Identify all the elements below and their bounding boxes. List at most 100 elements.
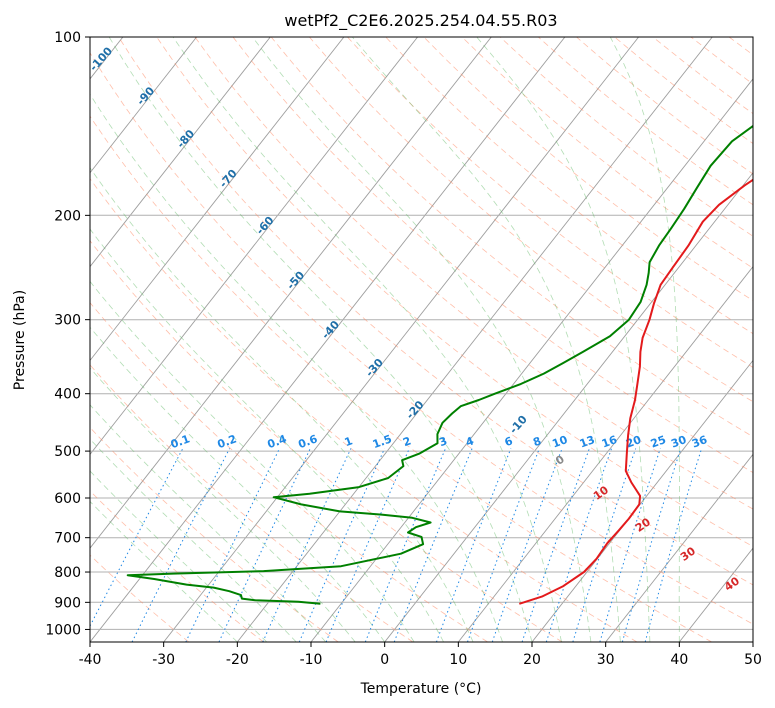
y-tick-label: 400	[54, 387, 81, 403]
y-tick-label: 300	[54, 313, 81, 329]
mixing-ratio-label: 20	[624, 433, 643, 451]
dry-adiabat	[309, 37, 753, 403]
dry-adiabat	[118, 37, 753, 586]
x-tick-label: 40	[670, 652, 688, 668]
temperature-profile	[518, 178, 753, 605]
x-tick-label: -30	[152, 652, 175, 668]
dry-adiabat	[90, 302, 488, 642]
x-tick-label: 20	[523, 652, 541, 668]
moist-adiabat	[90, 438, 297, 642]
y-tick-label: 500	[54, 444, 81, 460]
moist-adiabat	[90, 280, 415, 642]
background-lines	[90, 37, 753, 642]
mixing-ratio-label: 6	[503, 434, 515, 449]
x-tick-label: -40	[79, 652, 102, 668]
isotherm	[457, 265, 753, 642]
isotherm	[90, 37, 197, 174]
dry-adiabat	[90, 115, 712, 642]
y-tick-label: 1000	[45, 622, 81, 638]
chart-title: wetPf2_C2E6.2025.254.04.55.R03	[284, 11, 557, 31]
mixing-ratio-label: 1	[343, 434, 355, 449]
mixing-ratio-line	[131, 448, 231, 642]
mixing-ratio-label: 36	[690, 433, 709, 451]
mixing-ratio-line	[521, 448, 590, 642]
y-axis-title: Pressure (hPa)	[12, 290, 28, 390]
mixing-ratio-label: 0.2	[216, 432, 239, 451]
y-tick-label: 900	[54, 595, 81, 611]
y-tick-label: 100	[54, 30, 81, 46]
y-tick-label: 600	[54, 491, 81, 507]
moist-adiabat	[172, 37, 562, 642]
mixing-ratio-label: 1.5	[371, 432, 394, 451]
moist-adiabat	[351, 37, 621, 642]
mixing-ratio-label: 8	[531, 434, 543, 449]
mixing-ratio-label: 13	[578, 433, 597, 450]
y-axis: 100 200 300 400 500 600 700 800 900 1000	[45, 30, 90, 638]
profile-lines	[126, 124, 753, 605]
moist-adiabat	[609, 37, 680, 642]
moist-adiabat	[90, 326, 386, 642]
moist-adiabat	[90, 500, 238, 642]
mixing-ratio-label: 10	[550, 433, 569, 451]
dry-adiabat	[90, 554, 190, 642]
dry-adiabat	[194, 37, 753, 510]
dewpoint-profile	[126, 124, 753, 605]
mixing-ratio-label: 2	[401, 434, 413, 449]
mixing-ratio-line	[599, 448, 661, 642]
dry-adiabat	[90, 52, 753, 625]
mixing-ratio-label: 3	[437, 434, 449, 449]
moist-adiabat	[90, 93, 503, 642]
dry-adiabat	[90, 364, 414, 642]
mixing-ratio-line	[621, 448, 682, 642]
moist-adiabat	[252, 37, 592, 642]
moist-adiabat	[476, 37, 651, 642]
y-tick-label: 200	[54, 208, 81, 224]
moist-adiabat	[90, 367, 356, 642]
isotherm	[236, 37, 713, 642]
mixing-ratio-label: 0.6	[296, 432, 319, 451]
plot-frame	[89, 36, 754, 643]
dry-adiabat	[423, 37, 753, 302]
y-tick-label: 800	[54, 565, 81, 581]
isotherm	[531, 359, 753, 642]
dry-adiabat	[270, 37, 753, 438]
x-tick-label: -10	[300, 652, 323, 668]
mixing-ratio-line	[298, 448, 386, 642]
moist-adiabat	[90, 470, 268, 642]
mixing-ratio-line	[262, 448, 352, 642]
mixing-ratio-label: 16	[600, 433, 619, 451]
mixing-ratio-label: 0.1	[169, 432, 192, 451]
moist-adiabat	[90, 228, 444, 642]
mixing-ratio-label: 30	[669, 433, 688, 451]
dry-adiabat	[90, 177, 638, 642]
moist-adiabat	[90, 404, 327, 642]
isotherm	[90, 37, 271, 268]
isotherm	[605, 453, 753, 642]
dry-adiabat	[232, 37, 753, 474]
y-tick-label: 700	[54, 531, 81, 547]
dry-adiabat	[156, 37, 753, 548]
moist-adiabat	[90, 167, 474, 642]
isotherm	[90, 37, 418, 456]
mixing-ratio-label: 0.4	[266, 432, 289, 451]
isotherm	[384, 172, 753, 642]
mixing-ratio-label: 4	[464, 434, 476, 449]
x-tick-label: 10	[449, 652, 467, 668]
x-axis-title: Temperature (°C)	[360, 681, 482, 697]
isotherm	[310, 78, 753, 642]
isotherm	[90, 37, 492, 549]
mixing-ratio-line	[491, 448, 563, 642]
isotherm	[90, 37, 566, 642]
dry-adiabat	[90, 240, 563, 642]
moist-adiabat	[108, 37, 533, 642]
x-tick-label: 30	[597, 652, 615, 668]
x-tick-label: 0	[380, 652, 389, 668]
x-tick-label: -20	[226, 652, 249, 668]
x-axis: -40 -30 -20 -10 0 10 20 30 40 50	[79, 642, 762, 668]
mixing-ratio-line	[644, 448, 703, 642]
x-tick-label: 50	[744, 652, 762, 668]
isotherm	[90, 37, 345, 362]
isotherm	[163, 37, 639, 642]
